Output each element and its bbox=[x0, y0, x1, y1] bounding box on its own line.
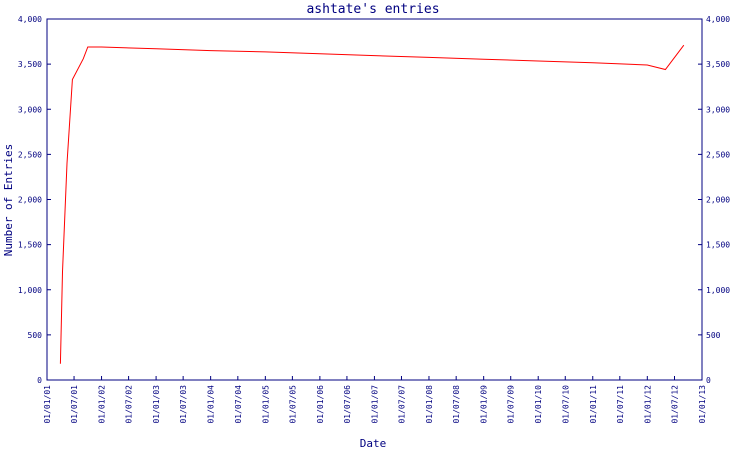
x-tick-label: 01/01/08 bbox=[425, 385, 434, 424]
x-tick-label: 01/01/12 bbox=[643, 385, 652, 424]
x-tick-label: 01/01/05 bbox=[261, 385, 270, 424]
y-tick-label-left: 0 bbox=[37, 376, 42, 385]
y-tick-label-right: 0 bbox=[706, 376, 711, 385]
y-tick-label-right: 1,500 bbox=[706, 241, 730, 250]
chart-title: ashtate's entries bbox=[306, 2, 439, 17]
x-tick-label: 01/01/01 bbox=[43, 385, 52, 424]
x-tick-label: 01/07/06 bbox=[343, 385, 352, 424]
x-tick-label: 01/07/01 bbox=[70, 385, 79, 424]
x-tick-label: 01/07/07 bbox=[397, 385, 406, 424]
x-tick-label: 01/01/10 bbox=[534, 385, 543, 424]
x-tick-label: 01/07/03 bbox=[179, 385, 188, 424]
x-tick-label: 01/01/04 bbox=[207, 385, 216, 424]
x-tick-label: 01/07/02 bbox=[125, 385, 134, 424]
x-tick-label: 01/01/02 bbox=[98, 385, 107, 424]
x-axis: 01/01/01 01/07/01 01/01/02 01/07/02 01/01/03… bbox=[43, 376, 707, 424]
x-tick-label: 01/07/05 bbox=[288, 385, 297, 424]
y-tick-label-right: 2,500 bbox=[706, 150, 730, 159]
y-axis: 0 0 500 500 1,000 1,000 1,500 1,500 2,000 2,000 2,… bbox=[18, 15, 730, 385]
y-tick-label-left: 2,500 bbox=[18, 150, 42, 159]
x-tick-label: 01/07/08 bbox=[452, 385, 461, 424]
y-tick-label-right: 4,000 bbox=[706, 15, 730, 24]
y-tick-label-left: 500 bbox=[28, 331, 43, 340]
y-tick-label-right: 3,500 bbox=[706, 60, 730, 69]
y-tick-label-left: 2,000 bbox=[18, 196, 42, 205]
x-tick-label: 01/01/13 bbox=[698, 385, 707, 424]
y-tick-label-right: 3,000 bbox=[706, 105, 730, 114]
y-tick-label-left: 4,000 bbox=[18, 15, 42, 24]
x-tick-label: 01/01/03 bbox=[152, 385, 161, 424]
y-tick-label-left: 3,000 bbox=[18, 105, 42, 114]
x-tick-label: 01/07/04 bbox=[234, 385, 243, 424]
x-tick-label: 01/07/09 bbox=[507, 385, 516, 424]
y-tick-label-left: 1,000 bbox=[18, 286, 42, 295]
y-tick-label-left: 1,500 bbox=[18, 241, 42, 250]
x-tick-label: 01/07/11 bbox=[616, 385, 625, 424]
x-tick-label: 01/01/09 bbox=[480, 385, 489, 424]
x-tick-label: 01/01/11 bbox=[589, 385, 598, 424]
plot-frame bbox=[46, 18, 703, 381]
x-tick-label: 01/07/12 bbox=[671, 385, 680, 424]
y-tick-label-right: 500 bbox=[706, 331, 721, 340]
y-axis-label: Number of Entries bbox=[2, 144, 15, 257]
series-line bbox=[59, 44, 685, 364]
x-axis-label: Date bbox=[360, 437, 387, 450]
y-tick-label-right: 2,000 bbox=[706, 196, 730, 205]
y-tick-label-left: 3,500 bbox=[18, 60, 42, 69]
series-group bbox=[59, 44, 685, 364]
y-tick-label-right: 1,000 bbox=[706, 286, 730, 295]
x-tick-label: 01/01/06 bbox=[316, 385, 325, 424]
x-tick-label: 01/01/07 bbox=[370, 385, 379, 424]
x-tick-label: 01/07/10 bbox=[561, 385, 570, 424]
